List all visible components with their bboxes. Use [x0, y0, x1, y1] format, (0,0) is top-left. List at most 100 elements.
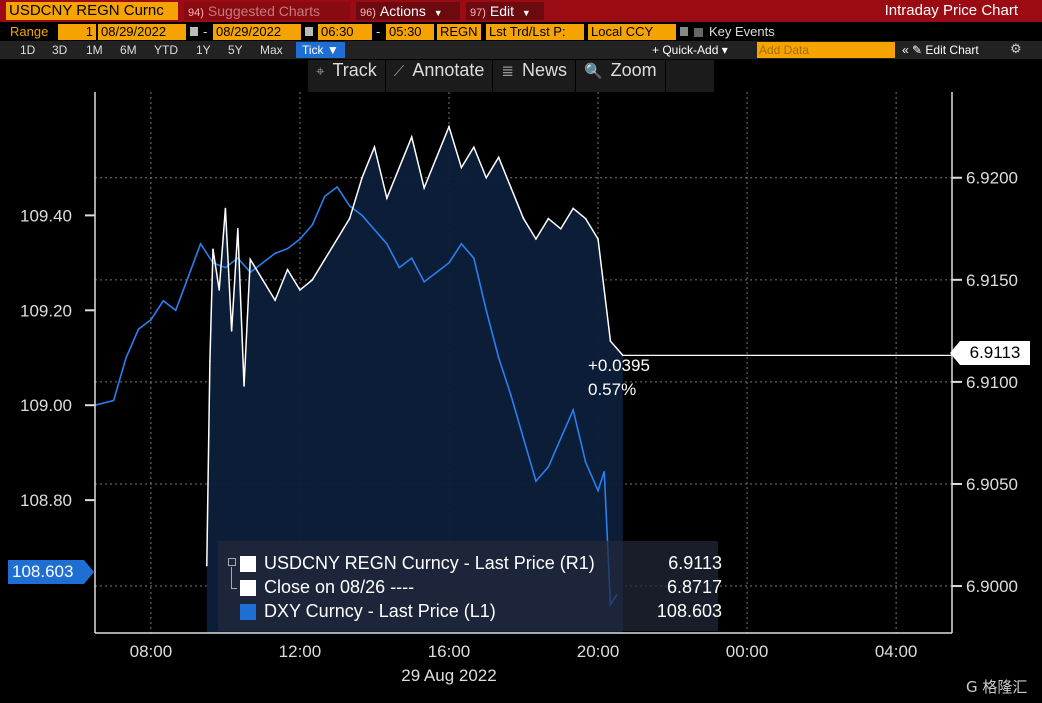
top-menu-bar: USDCNY REGN Curnc 94) Suggested Charts 96…: [0, 0, 1042, 22]
suggested-charts-menu[interactable]: 94) Suggested Charts: [184, 2, 350, 20]
chart-legend[interactable]: USDCNY REGN Curncy - Last Price (R1) 6.9…: [218, 541, 722, 631]
legend-swatch-prev-close: [240, 580, 256, 596]
legend-collapse-icon[interactable]: [228, 558, 236, 566]
end-date-field[interactable]: 08/29/2022: [213, 24, 301, 40]
usdcny-point: [597, 238, 599, 240]
actions-menu[interactable]: 96) Actions ▼: [356, 2, 460, 20]
period-ytd-button[interactable]: YTD: [154, 43, 178, 57]
x-tick-label: 00:00: [726, 642, 769, 661]
add-data-input[interactable]: Add Data: [757, 42, 895, 58]
track-button[interactable]: ⌖ Track: [308, 60, 386, 92]
key-events-checkbox[interactable]: [694, 28, 703, 38]
legend-row-prev-close[interactable]: Close on 08/26 ---- 6.8717: [240, 577, 722, 599]
dxy-point: [199, 243, 202, 245]
period-row: 1D 3D 1M 6M YTD 1Y 5Y Max Tick ▼ + Quick…: [0, 41, 1042, 59]
usdcny-point: [535, 238, 537, 240]
edit-menu[interactable]: 97) Edit ▼: [466, 2, 544, 20]
usdcny-point: [249, 258, 252, 261]
price-field-select[interactable]: Lst Trd/Lst P:: [486, 24, 584, 40]
ticker-input[interactable]: USDCNY REGN Curnc: [6, 2, 178, 20]
usdcny-point: [609, 340, 612, 342]
net-change-label: +0.0395: [588, 356, 650, 375]
usdcny-last-price-badge: 6.9113: [950, 341, 1030, 365]
actions-dropdown-icon: ▼: [433, 8, 443, 18]
dxy-point: [572, 409, 574, 411]
percent-change-label: 0.57%: [588, 380, 637, 399]
start-calendar-icon[interactable]: [190, 27, 198, 36]
dxy-point: [348, 205, 351, 207]
right-tick-label: 6.9050: [966, 475, 1018, 494]
currency-select[interactable]: Local CCY: [588, 24, 676, 40]
legend-swatch-dxy: [240, 604, 256, 620]
usdcny-point: [584, 217, 587, 220]
usdcny-point: [547, 217, 550, 220]
x-tick-label: 12:00: [279, 642, 322, 661]
dxy-point: [460, 243, 463, 245]
usdcny-point: [373, 146, 376, 148]
dxy-point: [361, 214, 363, 217]
dxy-point: [373, 228, 376, 231]
gear-icon[interactable]: ⚙: [1010, 42, 1022, 57]
period-3d-button[interactable]: 3D: [52, 43, 68, 57]
left-tick-label: 109.40: [20, 206, 72, 225]
time-separator: -: [376, 24, 381, 39]
usdcny-point: [323, 258, 326, 261]
end-calendar-icon[interactable]: [305, 27, 313, 36]
x-tick-label: 16:00: [428, 642, 471, 661]
usdcny-point: [261, 279, 264, 281]
period-1d-button[interactable]: 1D: [20, 43, 36, 57]
watermark-logo: G 格隆汇: [966, 678, 1028, 696]
period-1y-button[interactable]: 1Y: [196, 43, 211, 57]
zoom-button[interactable]: 🔍 Zoom: [576, 60, 666, 92]
start-date-field[interactable]: 08/29/2022: [98, 24, 186, 40]
range-number-field[interactable]: 1: [58, 24, 96, 40]
key-events-toggle[interactable]: Key Events: [694, 24, 775, 40]
usdcny-point: [603, 289, 606, 291]
usdcny-point: [311, 279, 314, 281]
dxy-point: [584, 461, 587, 463]
usdcny-point: [435, 156, 438, 159]
edit-chart-button[interactable]: « ✎ Edit Chart: [902, 43, 979, 57]
start-time-field[interactable]: 06:30: [318, 24, 372, 40]
right-tick-label: 6.9100: [966, 373, 1018, 392]
legend-row-dxy[interactable]: DXY Curncy - Last Price (L1) 108.603: [240, 601, 722, 623]
dxy-point: [224, 266, 227, 269]
date-separator: -: [203, 24, 208, 39]
session-field[interactable]: REGN: [437, 24, 481, 40]
period-1m-button[interactable]: 1M: [86, 43, 103, 57]
news-button[interactable]: ≣ News: [493, 60, 576, 92]
dxy-point: [603, 470, 606, 473]
dxy-point: [274, 252, 276, 255]
dxy-point: [336, 186, 338, 188]
usdcny-point: [336, 238, 338, 240]
usdcny-point: [485, 176, 488, 179]
usdcny-point: [522, 217, 525, 220]
dxy-point: [597, 489, 599, 492]
usdcny-point: [230, 330, 233, 332]
dxy-point: [448, 262, 450, 264]
period-5y-button[interactable]: 5Y: [228, 43, 243, 57]
dxy-point: [299, 238, 301, 240]
tick-frequency-button[interactable]: Tick ▼: [296, 42, 345, 58]
dxy-point: [522, 437, 525, 440]
period-max-button[interactable]: Max: [260, 43, 283, 57]
suggested-charts-label: Suggested Charts: [207, 3, 320, 19]
usdcny-point: [510, 187, 512, 189]
period-6m-button[interactable]: 6M: [120, 43, 137, 57]
currency-dropdown-icon[interactable]: [680, 27, 688, 36]
quick-add-button[interactable]: + Quick-Add ▾: [652, 43, 728, 57]
crosshair-icon: ⌖: [316, 62, 325, 80]
usdcny-point: [212, 248, 214, 250]
right-tick-label: 6.9000: [966, 577, 1018, 596]
annotate-button[interactable]: ⟋ Annotate: [386, 60, 494, 92]
chart-toolbar: ⌖ Track ⟋ Annotate ≣ News 🔍 Zoom: [308, 60, 714, 92]
usdcny-point: [398, 166, 401, 169]
right-tick-label: 6.9200: [966, 169, 1018, 188]
usdcny-point: [448, 125, 450, 128]
end-time-field[interactable]: 05:30: [386, 24, 434, 40]
legend-row-usdcny[interactable]: USDCNY REGN Curncy - Last Price (R1) 6.9…: [240, 553, 722, 575]
legend-bracket: [231, 567, 237, 589]
right-tick-label: 6.9150: [966, 271, 1018, 290]
range-label: Range: [10, 24, 49, 39]
